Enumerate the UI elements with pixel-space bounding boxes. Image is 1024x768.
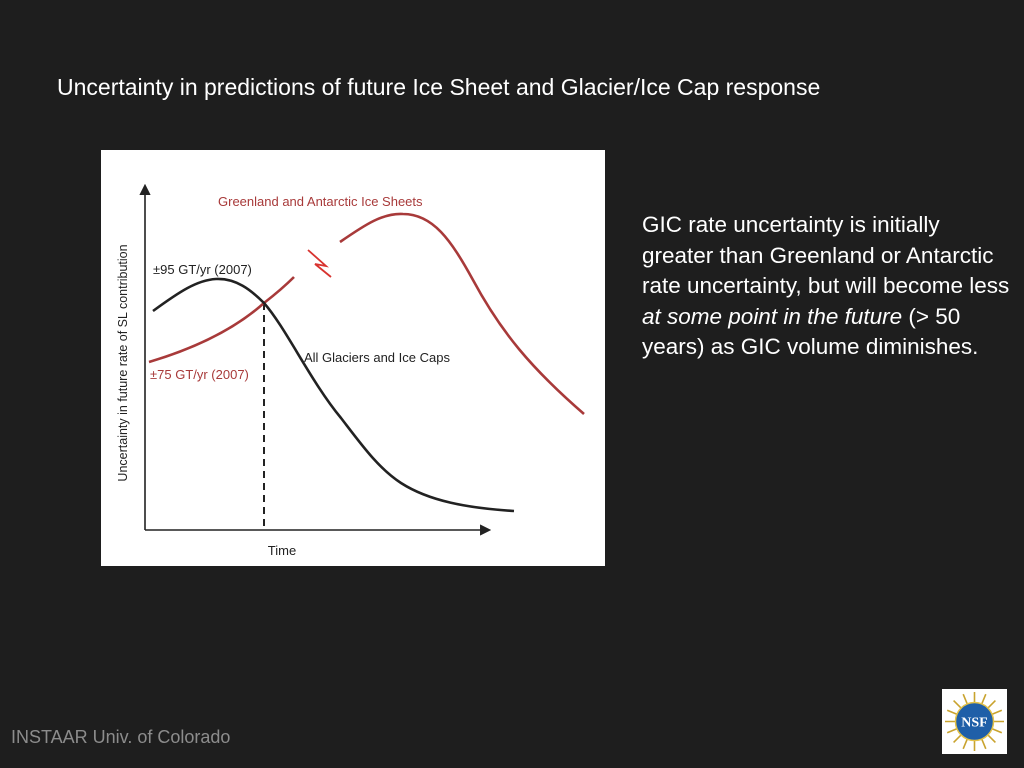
ice-sheet-series-label: Greenland and Antarctic Ice Sheets (218, 194, 423, 209)
glacier-initial-uncertainty-label: ±95 GT/yr (2007) (153, 262, 252, 277)
explanation-text-part-2: (> 50 years) as GIC volume diminishes. (642, 303, 979, 360)
explanation-text: GIC rate uncertainty is initially greate… (642, 210, 1012, 363)
x-axis-label: Time (268, 543, 296, 558)
ice-sheet-curve-segment-1 (148, 276, 295, 364)
slide-title: Uncertainty in predictions of future Ice… (57, 74, 821, 100)
footer-institution: INSTAAR Univ. of Colorado (11, 727, 231, 747)
ice-sheet-curve-segment-2 (339, 212, 585, 415)
uncertainty-diagram: Uncertainty in future rate of SL contrib… (101, 150, 605, 566)
explanation-text-italic: at some point in the future (642, 303, 903, 329)
nsf-logo: NSF (942, 689, 1007, 754)
explanation-text-part-1: GIC rate uncertainty is initially greate… (642, 212, 1010, 298)
nsf-logo-globe (955, 702, 994, 741)
glacier-series-label: All Glaciers and Ice Caps (304, 350, 450, 365)
axis-break-symbol (307, 249, 332, 278)
ice-sheet-initial-uncertainty-label: ±75 GT/yr (2007) (150, 367, 249, 382)
nsf-logo-text: NSF (961, 716, 987, 731)
glacier-curve (152, 277, 515, 513)
y-axis-label: Uncertainty in future rate of SL contrib… (116, 244, 130, 481)
